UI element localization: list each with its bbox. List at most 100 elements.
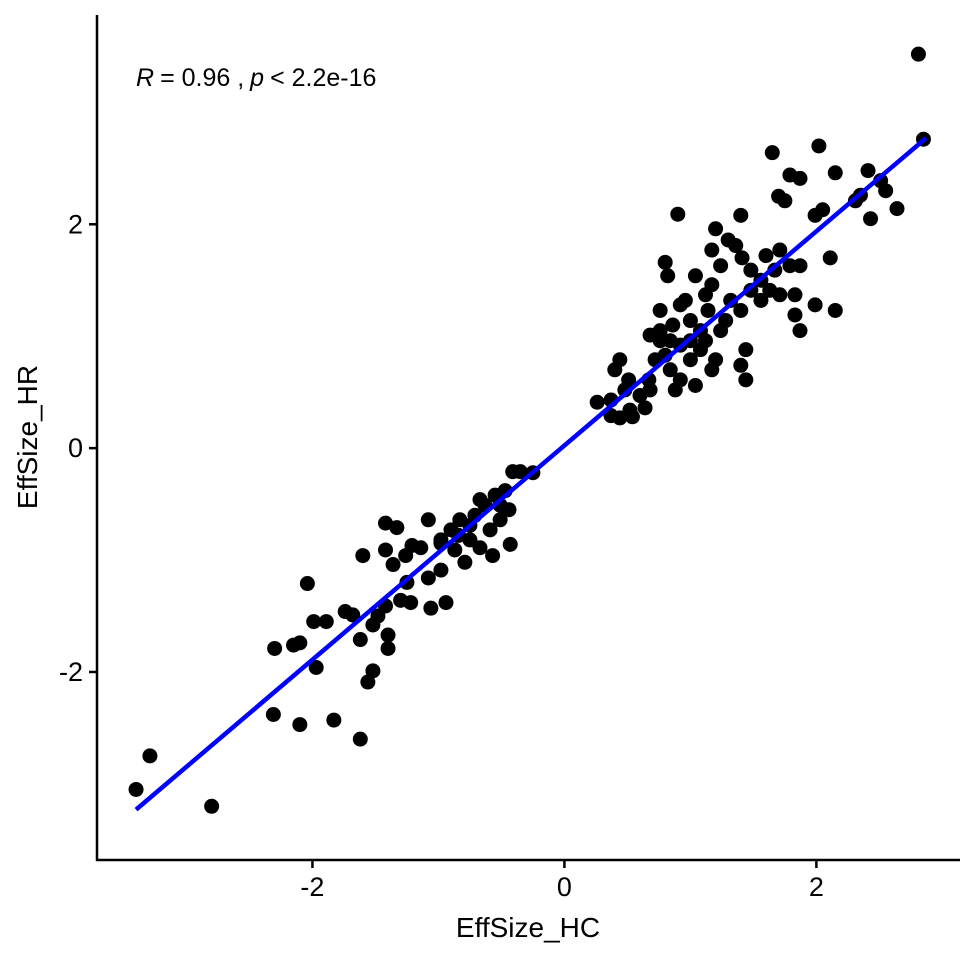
point: [878, 183, 894, 199]
point: [482, 522, 498, 538]
point: [733, 357, 749, 373]
point: [326, 712, 342, 728]
point: [380, 640, 396, 656]
point: [265, 707, 281, 723]
point: [713, 258, 729, 274]
point: [743, 262, 759, 278]
point: [733, 207, 749, 223]
point: [662, 362, 678, 378]
point: [423, 600, 439, 616]
point: [815, 202, 831, 218]
point: [792, 258, 808, 274]
point: [677, 292, 693, 308]
point: [612, 352, 628, 368]
point: [863, 211, 879, 227]
point: [811, 138, 827, 154]
point: [723, 292, 739, 308]
annotation-part: = 0.96 ,: [160, 64, 244, 92]
point: [404, 538, 420, 554]
point: [660, 268, 676, 284]
point: [378, 542, 394, 558]
x-axis-label: EffSize_HC: [456, 912, 600, 943]
annotation: R = 0.96 , p < 2.2e-16: [136, 64, 376, 92]
point: [485, 548, 501, 564]
point: [665, 317, 681, 333]
point: [764, 145, 780, 161]
point: [360, 674, 376, 690]
annotation-part: R: [136, 64, 154, 92]
point: [472, 540, 488, 556]
point: [767, 262, 783, 278]
point: [738, 372, 754, 388]
point: [670, 206, 686, 222]
point: [389, 520, 405, 536]
point: [733, 302, 749, 318]
y-tick-label: 0: [68, 433, 83, 463]
point: [652, 302, 668, 318]
point: [827, 302, 843, 318]
point: [704, 277, 720, 293]
point: [771, 188, 787, 204]
point: [308, 659, 324, 675]
fit-line: [134, 136, 928, 812]
point: [652, 323, 668, 339]
point: [385, 557, 401, 573]
point: [433, 562, 449, 578]
point: [787, 287, 803, 303]
point: [292, 717, 308, 733]
point: [792, 170, 808, 186]
point: [682, 352, 698, 368]
point: [612, 410, 628, 426]
annotation-part: < 2.2e-16: [270, 64, 376, 92]
point: [827, 165, 843, 181]
point: [380, 627, 396, 643]
point: [420, 570, 436, 586]
point: [502, 536, 518, 552]
x-tick-label: 2: [809, 872, 824, 902]
point: [299, 576, 315, 592]
point: [345, 607, 361, 623]
point: [365, 663, 381, 679]
point: [753, 292, 769, 308]
x-tick-label: -2: [300, 872, 324, 902]
point: [860, 163, 876, 179]
point: [128, 781, 144, 797]
point: [624, 409, 640, 425]
point: [472, 492, 488, 508]
point: [204, 798, 220, 814]
point: [267, 640, 283, 656]
x-tick-label: 0: [557, 872, 572, 902]
point: [718, 313, 734, 329]
y-tick-label: 2: [68, 209, 83, 239]
point: [772, 242, 788, 258]
point: [758, 248, 774, 264]
point: [704, 242, 720, 258]
point: [420, 512, 436, 528]
annotation-part: p: [249, 64, 264, 92]
point: [589, 394, 605, 410]
point: [807, 297, 823, 313]
point: [687, 268, 703, 284]
point: [682, 313, 698, 329]
point: [728, 238, 744, 254]
point: [378, 515, 394, 531]
point: [512, 464, 528, 480]
point: [637, 400, 653, 416]
point: [700, 302, 716, 318]
point: [657, 254, 673, 270]
point: [910, 46, 926, 62]
point: [355, 548, 371, 564]
point: [889, 201, 905, 217]
point: [772, 287, 788, 303]
point: [787, 307, 803, 323]
point: [292, 635, 308, 651]
point: [704, 362, 720, 378]
point: [438, 595, 454, 611]
point: [708, 221, 724, 237]
point: [734, 250, 750, 266]
point: [738, 342, 754, 358]
point: [318, 614, 334, 630]
point: [698, 333, 714, 349]
